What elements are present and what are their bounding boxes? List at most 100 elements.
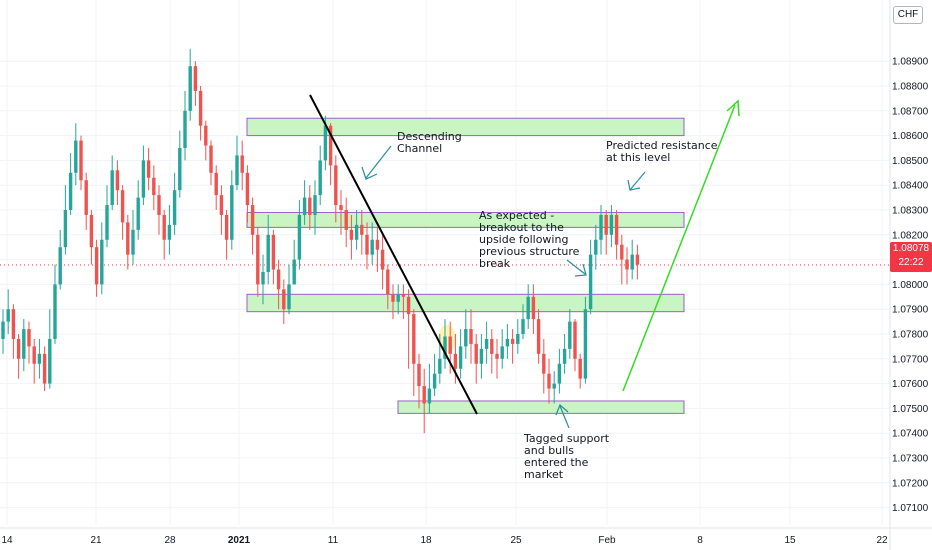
annotation-tagged-support[interactable]: Tagged support and bulls entered the mar… xyxy=(524,432,610,481)
callout-arrow-channel xyxy=(365,145,392,179)
candle-body xyxy=(27,329,31,347)
y-tick-label: 1.07500 xyxy=(892,404,929,415)
annotation-predicted-resistance[interactable]: Predicted resistance at this level xyxy=(606,139,718,164)
y-tick-label: 1.07800 xyxy=(892,330,929,341)
candle-body xyxy=(552,383,556,389)
candle-body xyxy=(63,210,68,248)
x-tick-label: 11 xyxy=(328,535,339,546)
candle-body xyxy=(583,309,588,379)
candle-body xyxy=(469,329,473,344)
y-tick-label: 1.07200 xyxy=(892,478,929,489)
candle-body xyxy=(68,172,73,210)
candle-body xyxy=(271,234,276,270)
candle-body xyxy=(198,90,203,126)
price-axis[interactable]: 1.08900 1.08800 1.08700 1.08600 1.08500 1.084… xyxy=(889,0,929,550)
y-tick-label: 1.08700 xyxy=(892,106,929,117)
candle-body xyxy=(162,214,166,240)
candle-body xyxy=(126,222,130,255)
y-tick-label: 1.07700 xyxy=(892,354,929,365)
drawings[interactable] xyxy=(309,94,740,429)
x-tick-label: 28 xyxy=(164,535,176,546)
x-tick-label: Feb xyxy=(598,535,616,546)
candle-body xyxy=(614,214,619,245)
y-tick-label: 1.07100 xyxy=(892,503,929,514)
callout-arrow-support-head xyxy=(555,403,569,416)
candle-body xyxy=(521,319,525,334)
currency-button[interactable]: CHF xyxy=(893,6,923,24)
candle-body xyxy=(412,314,416,364)
sr-zone-rect xyxy=(246,117,685,137)
candle-body xyxy=(308,197,312,215)
candle-body xyxy=(438,358,442,374)
candle-body xyxy=(318,160,322,196)
projection-arrow-head xyxy=(726,99,740,117)
candle-body xyxy=(625,259,629,270)
candle-body xyxy=(282,289,286,310)
candle-body xyxy=(391,294,395,302)
time-axis[interactable]: 14 21 28 2021 11 18 25 Feb 8 15 22 xyxy=(0,527,932,546)
sr-zone-rect xyxy=(246,211,685,228)
candle-body xyxy=(276,269,281,290)
candle-body xyxy=(635,254,640,265)
candle-body xyxy=(79,140,83,181)
candle-body xyxy=(547,373,551,389)
candle-body xyxy=(16,338,21,359)
sr-zone-rect xyxy=(397,400,685,414)
candle-body xyxy=(453,353,458,369)
candle-body xyxy=(230,185,234,240)
candle-body xyxy=(42,353,47,384)
candle-body xyxy=(313,195,317,215)
x-tick-label: 15 xyxy=(784,535,796,546)
candle-body xyxy=(32,346,36,364)
y-tick-label: 1.08300 xyxy=(892,206,929,217)
candle-body xyxy=(458,346,463,369)
callout-arrow-breakout xyxy=(566,259,586,275)
y-tick-label: 1.08800 xyxy=(892,82,929,93)
candle-body xyxy=(209,145,213,173)
candle-body xyxy=(490,338,494,354)
candle-body xyxy=(178,148,182,191)
candle-body xyxy=(74,140,78,173)
last-price-value: 1.08078 xyxy=(892,243,930,254)
sr-zone-rect xyxy=(246,293,685,313)
candle-body xyxy=(401,294,406,297)
candle-body xyxy=(323,125,328,161)
y-tick-label: 1.07300 xyxy=(892,454,929,465)
x-tick-label: 14 xyxy=(1,535,13,546)
callout-arrow-breakout-head xyxy=(574,263,587,277)
candle-body xyxy=(510,338,515,344)
candle-body xyxy=(443,336,447,359)
annotation-descending-channel[interactable]: Descending Channel xyxy=(397,130,462,155)
candle-body xyxy=(11,309,16,339)
candle-body xyxy=(339,205,343,210)
candle-body xyxy=(396,294,400,302)
last-price-tag: 1.08078 22:22 xyxy=(890,242,932,272)
candle-body xyxy=(245,172,250,206)
candle-body xyxy=(292,259,296,285)
candle-body xyxy=(380,249,385,270)
callout-arrow-resistance xyxy=(629,171,646,191)
candle-body xyxy=(136,197,140,230)
candle-body xyxy=(89,214,94,248)
projection-arrow-line xyxy=(622,104,736,392)
candle-body xyxy=(531,296,536,320)
candle-body xyxy=(484,338,489,349)
candle-body xyxy=(261,272,265,285)
candle-body xyxy=(53,284,57,339)
candle-body xyxy=(562,348,567,364)
y-tick-label: 1.08400 xyxy=(892,181,929,192)
annotation-as-expected[interactable]: As expected - breakout to the upside fol… xyxy=(479,209,580,270)
candle-body xyxy=(94,247,99,285)
y-tick-label: 1.07600 xyxy=(892,379,929,390)
candle-body xyxy=(105,205,109,240)
candle-body xyxy=(630,254,634,270)
candle-body xyxy=(58,247,62,285)
callout-arrow-support xyxy=(559,405,570,429)
y-tick-label: 1.08500 xyxy=(892,156,929,167)
candle-body xyxy=(432,373,437,389)
candle-body xyxy=(588,254,593,310)
candle-body xyxy=(505,338,510,347)
candles xyxy=(1,48,640,434)
x-tick-label: 21 xyxy=(90,535,102,546)
